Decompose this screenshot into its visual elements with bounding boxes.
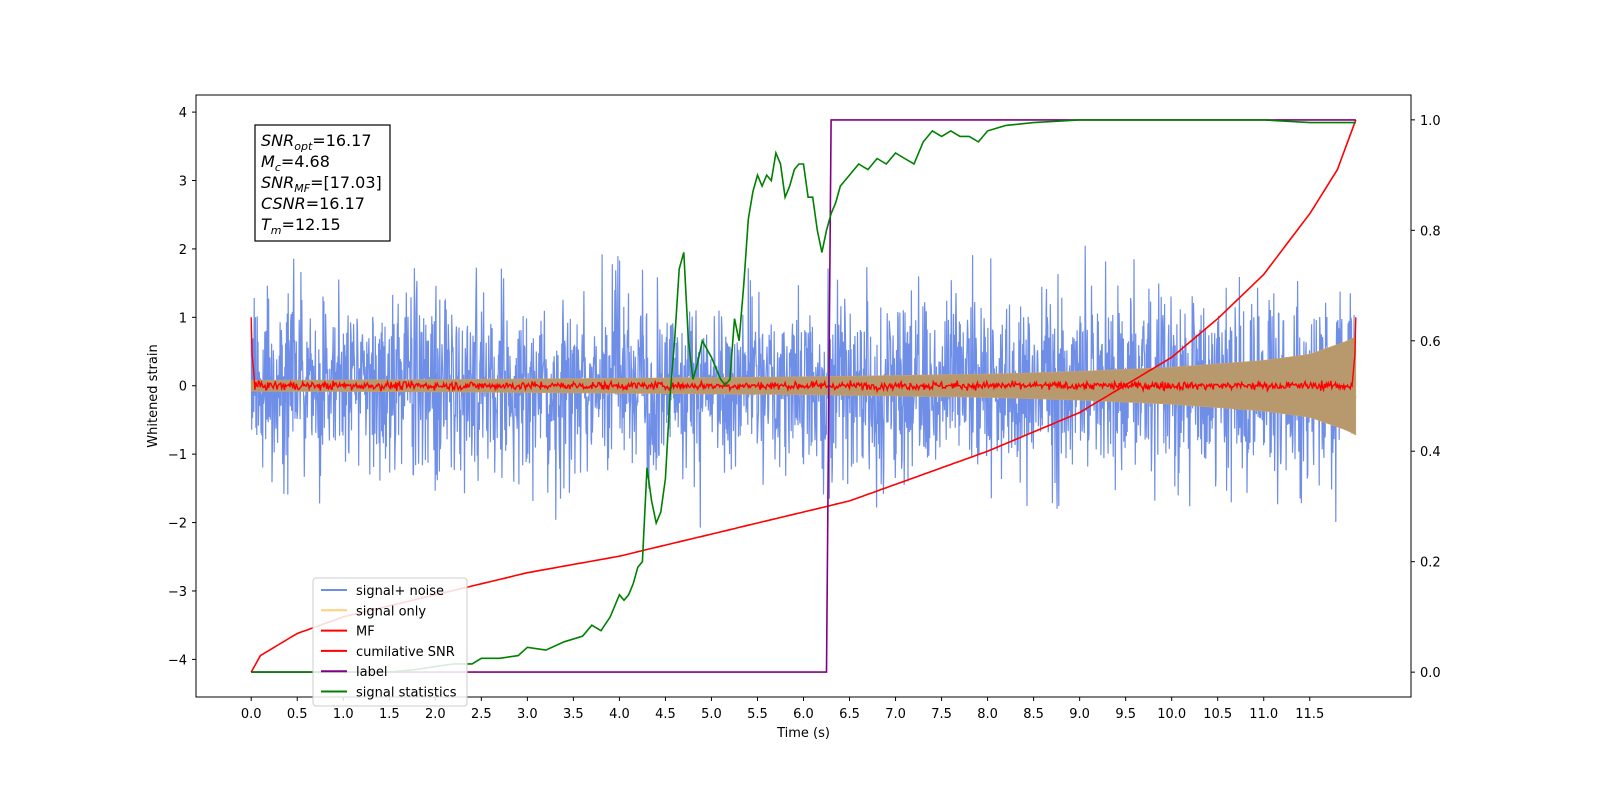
legend-entry: MF (356, 625, 375, 640)
annotation-value: =[17.03] (310, 173, 382, 192)
x-tick-label: 10.0 (1157, 707, 1186, 722)
x-tick-label: 8.0 (977, 707, 998, 722)
legend-entry: cumilative SNR (356, 645, 455, 660)
plot-area (195, 94, 1412, 698)
x-tick-label: 3.0 (517, 707, 538, 722)
y-left-tick-label: −4 (168, 653, 187, 668)
annotation-frame (254, 124, 391, 242)
annotation-line: Tm=12.15 (261, 215, 341, 237)
annotation-value: =12.15 (282, 215, 341, 234)
x-tick-label: 11.0 (1249, 707, 1278, 722)
y-left-tick-label: −3 (168, 585, 187, 600)
y-right-tick-label: 1.0 (1420, 114, 1441, 129)
x-tick-label: 9.0 (1069, 707, 1090, 722)
annotation-symbol: M (261, 152, 275, 171)
series-mf (250, 317, 1357, 394)
y-left-tick-label: 1 (179, 311, 187, 326)
legend: signal+ noise signal only MF cumilative SNR… (312, 577, 468, 707)
annotation-symbol: T (261, 215, 272, 234)
x-tick-label: 5.5 (747, 707, 768, 722)
x-tick-label: 7.5 (931, 707, 952, 722)
x-tick-label: 2.0 (425, 707, 446, 722)
annotation-symbol: CSNR (261, 194, 306, 213)
annotation-line: Mc=4.68 (261, 152, 330, 174)
y-left-tick-label: 2 (179, 243, 187, 258)
x-tick-label: 8.5 (1023, 707, 1044, 722)
annotation-subscript: opt (294, 140, 313, 153)
annotation-subscript: c (275, 161, 281, 174)
series-signal-noise (250, 245, 1357, 528)
annotation-value: =16.17 (306, 194, 365, 213)
x-tick-label: 6.0 (793, 707, 814, 722)
y-right-tick-label: 0.8 (1420, 224, 1441, 239)
x-axis: 0.0 0.5 1.0 1.5 2.0 2.5 3.0 3.5 4.0 4.5 5.0 5.5 6.0 6… (241, 697, 1324, 722)
y-right-tick-label: 0.2 (1420, 556, 1441, 571)
x-tick-label: 0.0 (241, 707, 262, 722)
annotation-line: SNRopt=16.17 (261, 131, 372, 153)
y-left-tick-label: −2 (168, 517, 187, 532)
x-tick-label: 4.5 (655, 707, 676, 722)
legend-entry: signal only (356, 604, 426, 619)
x-tick-label: 4.0 (609, 707, 630, 722)
x-tick-label: 5.0 (701, 707, 722, 722)
x-tick-label: 6.5 (839, 707, 860, 722)
y-axis-right: 1.0 0.8 0.6 0.4 0.2 0.0 (1411, 114, 1441, 681)
x-tick-label: 3.5 (563, 707, 584, 722)
annotation-subscript: MF (294, 182, 310, 195)
x-tick-label: 9.5 (1115, 707, 1136, 722)
y-right-tick-label: 0.6 (1420, 335, 1441, 350)
x-tick-label: 11.5 (1295, 707, 1324, 722)
y-right-tick-label: 0.0 (1420, 666, 1441, 681)
y-left-tick-label: 3 (179, 175, 187, 190)
y-left-tick-label: −1 (168, 448, 187, 463)
x-tick-label: 1.5 (379, 707, 400, 722)
legend-entry: signal+ noise (356, 584, 444, 599)
annotation-symbol: SNR (261, 131, 294, 150)
y-left-tick-label: 0 (179, 380, 187, 395)
annotation-line: CSNR=16.17 (261, 194, 365, 213)
y-right-tick-label: 0.4 (1420, 445, 1441, 460)
y-axis-label: Whitened strain (146, 344, 161, 447)
y-axis-left: 4 3 2 1 0 −1 −2 −3 −4 (168, 106, 196, 668)
legend-frame (312, 577, 468, 707)
y-left-tick-label: 4 (179, 106, 187, 121)
legend-entry: signal statistics (356, 686, 457, 701)
x-tick-label: 1.0 (333, 707, 354, 722)
series-signal-statistics (251, 119, 1356, 673)
x-tick-label: 2.5 (471, 707, 492, 722)
annotation-value: =16.17 (312, 131, 371, 150)
x-tick-label: 7.0 (885, 707, 906, 722)
series-layer (250, 119, 1357, 673)
annotation-value: =4.68 (281, 152, 330, 171)
legend-entry: label (356, 665, 387, 680)
annotation-subscript: m (271, 224, 282, 237)
x-tick-label: 10.5 (1203, 707, 1232, 722)
x-axis-label: Time (s) (776, 726, 830, 741)
annotation-line: SNRMF=[17.03] (261, 173, 382, 195)
stats-annotation-box: SNRopt=16.17Mc=4.68SNRMF=[17.03]CSNR=16.… (254, 124, 391, 242)
x-tick-label: 0.5 (287, 707, 308, 722)
annotation-symbol: SNR (261, 173, 294, 192)
